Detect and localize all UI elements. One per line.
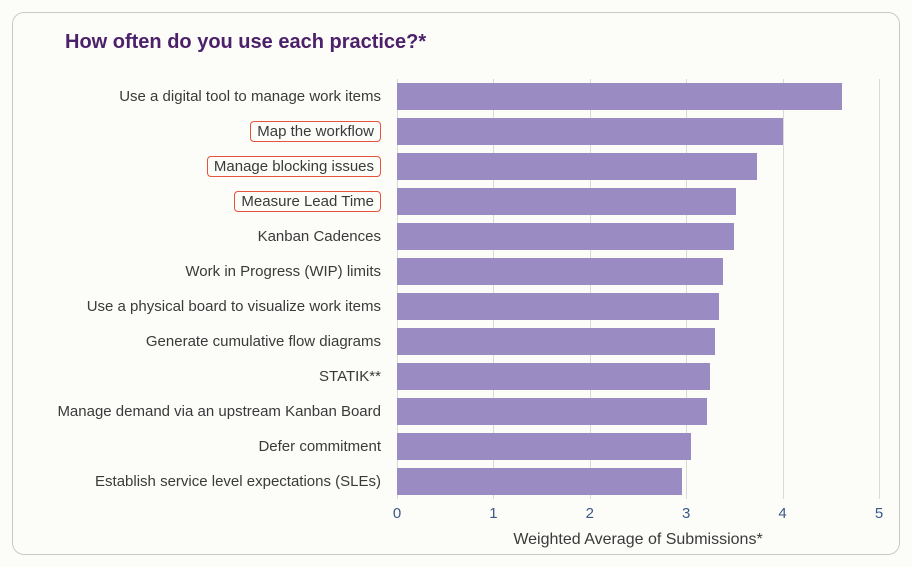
x-tick-label: 0 xyxy=(393,505,401,522)
category-label: Generate cumulative flow diagrams xyxy=(146,324,381,359)
bar-slot xyxy=(397,394,879,429)
bar xyxy=(397,433,691,460)
bar-slot xyxy=(397,254,879,289)
chart-card: How often do you use each practice?* Wei… xyxy=(12,12,900,555)
x-axis-label: Weighted Average of Submissions* xyxy=(397,531,879,549)
category-label: Measure Lead Time xyxy=(234,184,381,219)
x-tick-label: 4 xyxy=(778,505,786,522)
bar-slot xyxy=(397,324,879,359)
x-tick-label: 5 xyxy=(875,505,883,522)
category-label: Map the workflow xyxy=(250,114,381,149)
x-tick-label: 3 xyxy=(682,505,690,522)
bar xyxy=(397,83,842,110)
category-label: Manage blocking issues xyxy=(207,149,381,184)
bar xyxy=(397,398,707,425)
category-label: Work in Progress (WIP) limits xyxy=(185,254,381,289)
bar xyxy=(397,188,736,215)
gridline xyxy=(879,79,880,499)
bar xyxy=(397,293,719,320)
bar-slot xyxy=(397,464,879,499)
bar-slot xyxy=(397,219,879,254)
bar xyxy=(397,363,710,390)
chart-title: How often do you use each practice?* xyxy=(65,31,426,54)
x-tick-label: 1 xyxy=(489,505,497,522)
bar-slot xyxy=(397,289,879,324)
plot-area: Weighted Average of Submissions* 012345U… xyxy=(397,79,879,499)
x-tick-label: 2 xyxy=(586,505,594,522)
bar-slot xyxy=(397,359,879,394)
category-label: Manage demand via an upstream Kanban Boa… xyxy=(57,394,381,429)
bar-slot xyxy=(397,114,879,149)
bar xyxy=(397,223,734,250)
category-label: Use a physical board to visualize work i… xyxy=(87,289,381,324)
bar xyxy=(397,468,682,495)
bar xyxy=(397,153,757,180)
bar-slot xyxy=(397,149,879,184)
category-label: Establish service level expectations (SL… xyxy=(95,464,381,499)
bar-slot xyxy=(397,79,879,114)
bar xyxy=(397,258,723,285)
category-label: Defer commitment xyxy=(258,429,381,464)
bar xyxy=(397,328,715,355)
bar xyxy=(397,118,783,145)
category-label: STATIK** xyxy=(319,359,381,394)
bar-slot xyxy=(397,184,879,219)
category-label: Kanban Cadences xyxy=(258,219,381,254)
category-label: Use a digital tool to manage work items xyxy=(119,79,381,114)
bar-slot xyxy=(397,429,879,464)
